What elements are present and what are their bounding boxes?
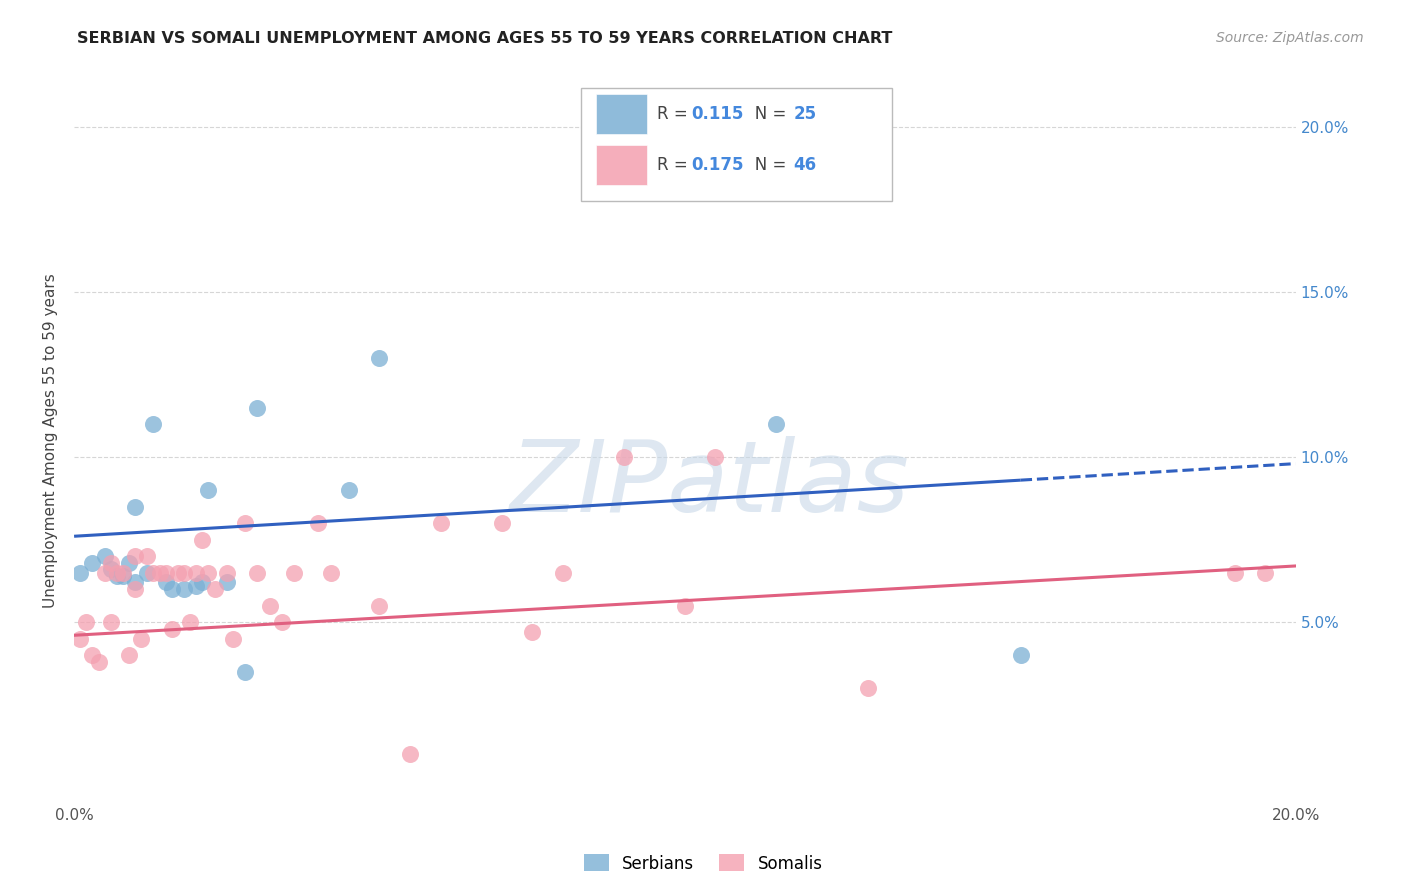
Point <box>491 516 513 530</box>
Point <box>215 575 238 590</box>
Point <box>136 549 159 563</box>
Point <box>233 665 256 679</box>
Point <box>186 579 208 593</box>
Point <box>1223 566 1246 580</box>
FancyBboxPatch shape <box>596 94 647 134</box>
Point <box>856 681 879 695</box>
Point <box>191 533 214 547</box>
Point <box>259 599 281 613</box>
Point <box>82 648 104 662</box>
Point <box>111 569 134 583</box>
Text: 46: 46 <box>793 155 817 174</box>
Point <box>197 483 219 497</box>
Point <box>319 566 342 580</box>
Point <box>520 624 543 639</box>
Point <box>105 569 128 583</box>
Point <box>270 615 292 629</box>
Point <box>118 648 141 662</box>
Y-axis label: Unemployment Among Ages 55 to 59 years: Unemployment Among Ages 55 to 59 years <box>44 273 58 608</box>
Point <box>155 566 177 580</box>
Text: 0.175: 0.175 <box>690 155 744 174</box>
Point <box>613 450 636 464</box>
Text: N =: N = <box>738 104 792 123</box>
Point <box>173 582 195 596</box>
Text: N =: N = <box>738 155 792 174</box>
Point <box>215 566 238 580</box>
Point <box>307 516 329 530</box>
Point <box>124 500 146 514</box>
Point <box>155 575 177 590</box>
Point <box>93 549 115 563</box>
Point <box>149 566 172 580</box>
Point <box>222 632 245 646</box>
Point <box>75 615 97 629</box>
Text: R =: R = <box>657 155 693 174</box>
Point <box>283 566 305 580</box>
Point <box>368 351 391 365</box>
Point <box>100 615 122 629</box>
Point <box>399 747 422 761</box>
Point <box>93 566 115 580</box>
Point <box>142 417 165 431</box>
Point <box>673 153 696 167</box>
Point <box>429 516 451 530</box>
Point <box>246 566 269 580</box>
Point <box>337 483 360 497</box>
Point <box>246 401 269 415</box>
Point <box>673 599 696 613</box>
Point <box>82 556 104 570</box>
Point <box>118 556 141 570</box>
Point <box>100 556 122 570</box>
Point <box>136 566 159 580</box>
Text: 25: 25 <box>793 104 817 123</box>
Point <box>197 566 219 580</box>
Point <box>191 575 214 590</box>
Point <box>69 632 91 646</box>
Point <box>1010 648 1032 662</box>
Point <box>124 575 146 590</box>
Text: ZIPatlas: ZIPatlas <box>509 435 910 533</box>
Point <box>124 549 146 563</box>
Point <box>142 566 165 580</box>
Point <box>124 582 146 596</box>
FancyBboxPatch shape <box>581 88 893 201</box>
Point <box>233 516 256 530</box>
Point <box>204 582 226 596</box>
Legend: Serbians, Somalis: Serbians, Somalis <box>576 847 830 880</box>
Point <box>160 622 183 636</box>
Text: 0.115: 0.115 <box>690 104 744 123</box>
Point <box>111 566 134 580</box>
Point <box>167 566 190 580</box>
Point <box>186 566 208 580</box>
Point <box>173 566 195 580</box>
FancyBboxPatch shape <box>596 145 647 185</box>
Point <box>87 655 110 669</box>
Text: Source: ZipAtlas.com: Source: ZipAtlas.com <box>1216 31 1364 45</box>
Point <box>129 632 152 646</box>
Point <box>160 582 183 596</box>
Point <box>704 450 727 464</box>
Point <box>100 562 122 576</box>
Point <box>765 417 787 431</box>
Point <box>1254 566 1277 580</box>
Text: SERBIAN VS SOMALI UNEMPLOYMENT AMONG AGES 55 TO 59 YEARS CORRELATION CHART: SERBIAN VS SOMALI UNEMPLOYMENT AMONG AGE… <box>77 31 893 46</box>
Point <box>69 566 91 580</box>
Point <box>368 599 391 613</box>
Point <box>105 566 128 580</box>
Text: R =: R = <box>657 104 693 123</box>
Point <box>551 566 574 580</box>
Point <box>179 615 201 629</box>
